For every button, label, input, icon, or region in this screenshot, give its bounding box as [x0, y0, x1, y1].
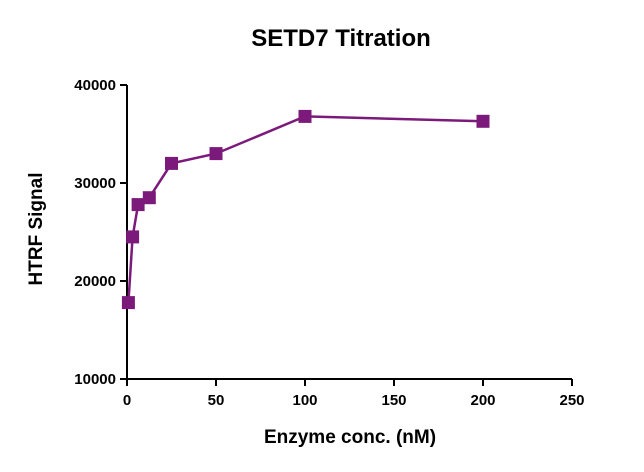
- y-ticks: 10000 20000 30000 40000: [74, 77, 127, 388]
- data-point: [126, 230, 140, 244]
- series-line: [127, 115, 484, 303]
- data-point: [476, 114, 490, 128]
- y-tick-label: 40000: [74, 77, 116, 94]
- x-axis-label: Enzyme conc. (nM): [264, 427, 436, 448]
- y-tick-label: 10000: [74, 371, 116, 388]
- x-tick-label: 250: [559, 392, 584, 409]
- data-point: [131, 198, 145, 212]
- data-point: [121, 296, 135, 310]
- y-axis-label: HTRF Signal: [26, 173, 47, 286]
- chart-title: SETD7 Titration: [251, 25, 431, 52]
- y-tick-label: 20000: [74, 273, 116, 290]
- data-point: [298, 109, 312, 123]
- data-point: [209, 147, 223, 161]
- axes: [126, 85, 572, 380]
- x-tick-label: 100: [292, 392, 317, 409]
- x-tick-label: 200: [470, 392, 495, 409]
- x-ticks: 0 50 100 150 200 250: [123, 379, 585, 409]
- data-point: [165, 156, 178, 170]
- x-tick-label: 50: [208, 392, 225, 409]
- x-tick-label: 150: [381, 392, 406, 409]
- y-tick-label: 30000: [74, 175, 116, 192]
- series-group: [121, 109, 490, 310]
- data-point: [142, 191, 156, 205]
- x-tick-label: 0: [123, 392, 131, 409]
